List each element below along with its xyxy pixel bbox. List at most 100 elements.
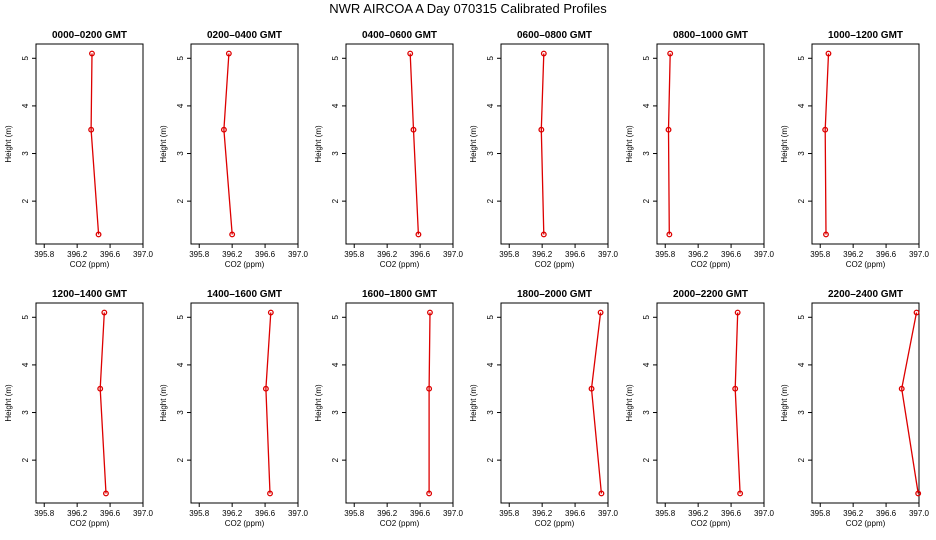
data-point bbox=[667, 50, 674, 57]
x-tick-label: 395.8 bbox=[810, 250, 831, 259]
profile-panel: 1000–1200 GMT 395.8 396.2 396.6 397.0 2 3 4 5 CO2… bbox=[780, 30, 930, 269]
data-point bbox=[97, 385, 104, 392]
x-tick-label: 396.2 bbox=[688, 509, 709, 518]
data-point bbox=[734, 309, 741, 316]
profile-panel: 0800–1000 GMT 395.8 396.2 396.6 397.0 2 3 4 5 CO2… bbox=[625, 30, 775, 269]
y-tick-label: 2 bbox=[797, 457, 806, 462]
plot-frame bbox=[345, 43, 454, 245]
x-tick-label: 395.8 bbox=[499, 509, 520, 518]
x-tick-label: 395.8 bbox=[344, 250, 365, 259]
panel-title: 2000–2200 GMT bbox=[673, 289, 748, 300]
y-tick-label: 4 bbox=[176, 103, 185, 108]
x-tick-label: 395.8 bbox=[34, 509, 55, 518]
series-line bbox=[409, 53, 420, 235]
x-tick-label: 397.0 bbox=[443, 250, 464, 259]
x-tick-label: 395.8 bbox=[189, 250, 210, 259]
data-point bbox=[262, 385, 269, 392]
panel-title: 0400–0600 GMT bbox=[362, 30, 437, 41]
data-point bbox=[229, 231, 236, 238]
data-point bbox=[540, 231, 547, 238]
panel-title: 1200–1400 GMT bbox=[52, 289, 127, 300]
x-tick-label: 396.6 bbox=[100, 509, 121, 518]
data-point bbox=[913, 309, 920, 316]
profile-panel: 1400–1600 GMT 395.8 396.2 396.6 397.0 2 3 4 5 CO2… bbox=[159, 289, 309, 528]
y-tick-label: 4 bbox=[176, 362, 185, 367]
plot-frame bbox=[656, 43, 765, 245]
data-point bbox=[267, 309, 274, 316]
y-axis-label: Height (m) bbox=[625, 125, 634, 163]
y-tick-label: 5 bbox=[21, 315, 30, 320]
y-tick-label: 4 bbox=[797, 362, 806, 367]
x-tick-label: 396.2 bbox=[222, 250, 243, 259]
y-tick-label: 5 bbox=[486, 315, 495, 320]
series-line bbox=[223, 53, 233, 235]
panel-title: 2200–2400 GMT bbox=[828, 289, 903, 300]
y-axis-label: Height (m) bbox=[159, 384, 168, 422]
data-point bbox=[415, 231, 422, 238]
y-tick-label: 3 bbox=[642, 410, 651, 415]
x-tick-label: 396.6 bbox=[721, 250, 742, 259]
y-tick-label: 4 bbox=[21, 362, 30, 367]
y-tick-label: 3 bbox=[176, 151, 185, 156]
series-line bbox=[540, 53, 545, 235]
y-tick-label: 5 bbox=[797, 315, 806, 320]
x-tick-label: 397.0 bbox=[598, 250, 619, 259]
panel-title: 1600–1800 GMT bbox=[362, 289, 437, 300]
x-tick-label: 396.6 bbox=[565, 509, 586, 518]
y-tick-label: 2 bbox=[642, 198, 651, 203]
series-line bbox=[667, 53, 671, 235]
profile-panel: 2000–2200 GMT 395.8 396.2 396.6 397.0 2 3 4 5 CO2… bbox=[625, 289, 775, 528]
data-point bbox=[825, 50, 832, 57]
data-point bbox=[540, 50, 547, 57]
x-axis-label: CO2 (ppm) bbox=[70, 260, 110, 269]
data-point bbox=[407, 50, 414, 57]
profile-panel: 2200–2400 GMT 395.8 396.2 396.6 397.0 2 3 4 5 CO2… bbox=[780, 289, 930, 528]
y-axis-label: Height (m) bbox=[469, 384, 478, 422]
data-point bbox=[898, 385, 905, 392]
x-tick-label: 396.2 bbox=[67, 509, 88, 518]
plot-frame bbox=[500, 43, 609, 245]
profile-panel: 1600–1800 GMT 395.8 396.2 396.6 397.0 2 3 4 5 CO2… bbox=[314, 289, 464, 528]
profile-panel: 0400–0600 GMT 395.8 396.2 396.6 397.0 2 3 4 5 CO2… bbox=[314, 30, 464, 269]
panel-title: 1400–1600 GMT bbox=[207, 289, 282, 300]
y-tick-label: 5 bbox=[797, 56, 806, 61]
data-point bbox=[89, 50, 95, 57]
y-tick-label: 2 bbox=[642, 457, 651, 462]
y-tick-label: 5 bbox=[176, 56, 185, 61]
data-point bbox=[588, 385, 595, 392]
series-line bbox=[734, 312, 741, 494]
x-axis-label: CO2 (ppm) bbox=[380, 519, 420, 528]
series-line bbox=[901, 312, 919, 494]
y-tick-label: 5 bbox=[486, 56, 495, 61]
y-tick-label: 5 bbox=[21, 56, 30, 61]
x-tick-label: 397.0 bbox=[443, 509, 464, 518]
profile-panel: 0000–0200 GMT 395.8 396.2 396.6 397.0 2 3 4 5 CO2… bbox=[4, 30, 154, 269]
y-tick-label: 5 bbox=[331, 315, 340, 320]
y-tick-label: 4 bbox=[331, 362, 340, 367]
data-point bbox=[426, 385, 433, 392]
y-tick-label: 3 bbox=[486, 151, 495, 156]
x-tick-label: 396.2 bbox=[688, 250, 709, 259]
y-axis-label: Height (m) bbox=[159, 125, 168, 163]
y-tick-label: 3 bbox=[797, 410, 806, 415]
x-tick-label: 397.0 bbox=[288, 250, 309, 259]
panel-title: 0800–1000 GMT bbox=[673, 30, 748, 41]
x-axis-label: CO2 (ppm) bbox=[380, 260, 420, 269]
y-tick-label: 3 bbox=[642, 151, 651, 156]
x-tick-label: 396.6 bbox=[410, 509, 431, 518]
profile-panel: 0600–0800 GMT 395.8 396.2 396.6 397.0 2 3 4 5 CO2… bbox=[469, 30, 619, 269]
y-axis-label: Height (m) bbox=[314, 125, 323, 163]
data-point bbox=[103, 490, 109, 497]
y-tick-label: 3 bbox=[21, 410, 30, 415]
y-tick-label: 3 bbox=[331, 151, 340, 156]
plot-frame bbox=[500, 302, 609, 504]
x-tick-label: 395.8 bbox=[655, 509, 676, 518]
x-tick-label: 396.2 bbox=[532, 509, 553, 518]
y-tick-label: 5 bbox=[642, 56, 651, 61]
x-tick-label: 397.0 bbox=[754, 250, 775, 259]
data-point bbox=[410, 126, 417, 133]
y-tick-label: 5 bbox=[331, 56, 340, 61]
figure-title: NWR AIRCOA A Day 070315 Calibrated Profi… bbox=[329, 1, 607, 16]
y-tick-label: 2 bbox=[176, 457, 185, 462]
x-tick-label: 395.8 bbox=[34, 250, 55, 259]
